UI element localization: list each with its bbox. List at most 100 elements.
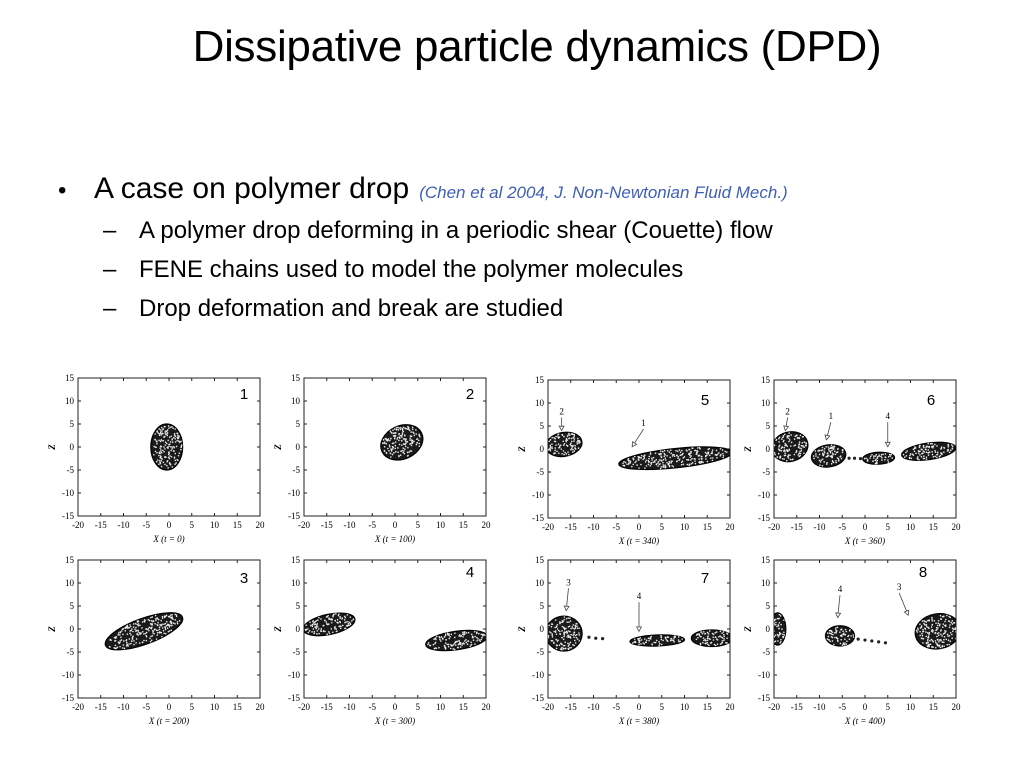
x-tick-label: -10 (588, 702, 600, 712)
x-tick-label: 20 (726, 522, 736, 532)
y-tick-label: 15 (65, 373, 75, 383)
x-tick-label: 20 (482, 702, 492, 712)
polymer-drop (774, 612, 787, 646)
x-tick-label: 10 (906, 522, 916, 532)
polymer-drop (618, 446, 730, 471)
y-tick-label: 5 (540, 421, 545, 431)
sim-panel-3: -20 -15 -10 -5 0 5 10 15 20 15 10 5 0 -5 -10 -15 Z X (t =… (42, 552, 274, 730)
bullet-dot-icon: • (58, 177, 67, 204)
panel-number: 4 (466, 564, 474, 581)
subbullet-text: Drop deformation and break are studied (139, 295, 564, 322)
y-tick-label: -15 (62, 693, 74, 703)
fragment-label: 4 (838, 584, 843, 594)
subbullet-1: – A polymer drop deforming in a periodic… (103, 217, 788, 245)
y-tick-label: -5 (67, 647, 75, 657)
x-tick-label: -5 (613, 702, 621, 712)
x-axis-label: X (t = 200) (148, 716, 189, 726)
x-tick-label: 15 (233, 702, 243, 712)
x-tick-label: 5 (660, 522, 665, 532)
z-axis-label: Z (47, 444, 57, 451)
droplet-dot (847, 456, 851, 460)
y-tick-label: 0 (540, 624, 545, 634)
x-tick-label: 10 (436, 520, 446, 530)
panel-number: 3 (240, 570, 248, 587)
x-tick-label: -15 (565, 522, 577, 532)
x-tick-label: 10 (210, 520, 220, 530)
x-tick-label: -15 (95, 520, 107, 530)
y-tick-label: -15 (758, 513, 770, 523)
polymer-drop (150, 423, 184, 471)
polymer-drop (824, 625, 856, 647)
x-tick-label: 20 (726, 702, 736, 712)
y-tick-label: -10 (62, 670, 74, 680)
x-tick-label: 20 (256, 520, 266, 530)
dash-icon: – (103, 295, 117, 322)
panel-number: 2 (466, 386, 474, 403)
polymer-drop (901, 441, 956, 461)
x-tick-label: 20 (256, 702, 266, 712)
y-tick-label: 15 (535, 375, 545, 385)
x-tick-label: -5 (369, 520, 377, 530)
y-tick-label: 15 (761, 555, 771, 565)
panel-number: 7 (701, 570, 709, 587)
y-tick-label: 10 (761, 578, 771, 588)
x-tick-label: 5 (416, 702, 421, 712)
y-tick-label: -15 (288, 693, 300, 703)
slide-title: Dissipative particle dynamics (DPD) (192, 22, 882, 71)
y-tick-label: 0 (296, 624, 301, 634)
z-axis-label: Z (743, 626, 753, 633)
dash-icon: – (103, 256, 117, 283)
citation: (Chen et al 2004, J. Non-Newtonian Fluid… (419, 183, 788, 202)
polymer-drop (104, 612, 184, 651)
y-tick-label: 5 (70, 601, 75, 611)
x-tick-label: 10 (436, 702, 446, 712)
x-tick-label: -5 (839, 522, 847, 532)
x-tick-label: -10 (118, 702, 130, 712)
y-tick-label: 0 (766, 624, 771, 634)
fragment-label: 4 (637, 591, 642, 601)
sim-panel-5: -20 -15 -10 -5 0 5 10 15 20 15 10 5 0 -5 -10 -15 Z X (t =… (512, 372, 744, 550)
y-tick-label: 10 (65, 396, 75, 406)
y-tick-label: 5 (766, 421, 771, 431)
x-tick-label: -15 (791, 522, 803, 532)
y-tick-label: -10 (532, 490, 544, 500)
y-tick-label: 15 (535, 555, 545, 565)
x-tick-label: -20 (72, 520, 84, 530)
bullet-main: • A case on polymer drop (Chen et al 200… (58, 172, 788, 206)
x-axis-label: X (t = 100) (374, 534, 415, 544)
x-axis-label: X (t = 0) (152, 534, 184, 544)
x-tick-label: -5 (613, 522, 621, 532)
z-axis-label: Z (517, 626, 527, 633)
x-tick-label: -20 (298, 520, 310, 530)
polymer-drop (914, 613, 956, 650)
y-tick-label: 5 (766, 601, 771, 611)
x-tick-label: -20 (542, 702, 554, 712)
x-tick-label: 10 (680, 522, 690, 532)
x-tick-label: 0 (637, 522, 642, 532)
x-tick-label: 5 (190, 520, 195, 530)
x-tick-label: 0 (393, 702, 398, 712)
sim-panel-1: -20 -15 -10 -5 0 5 10 15 20 15 10 5 0 -5 -10 -15 Z X (t =… (42, 370, 274, 548)
x-tick-label: 15 (929, 702, 939, 712)
y-tick-label: -15 (758, 693, 770, 703)
subbullet-text: A polymer drop deforming in a periodic s… (139, 217, 773, 244)
fragment-label: 1 (829, 411, 834, 421)
y-tick-label: 15 (291, 373, 301, 383)
x-tick-label: 15 (703, 702, 713, 712)
fragment-label: 2 (785, 407, 790, 417)
x-tick-label: 10 (210, 702, 220, 712)
droplet-dot (852, 456, 857, 460)
x-axis-label: X (t = 300) (374, 716, 415, 726)
panel-number: 1 (240, 386, 248, 403)
polymer-drop (380, 424, 424, 461)
z-axis-label: Z (517, 446, 527, 453)
y-tick-label: -10 (288, 488, 300, 498)
x-tick-label: 10 (680, 702, 690, 712)
bullet-main-text: A case on polymer drop (94, 172, 410, 205)
x-tick-label: 15 (929, 522, 939, 532)
fragment-label: 2 (559, 407, 564, 417)
